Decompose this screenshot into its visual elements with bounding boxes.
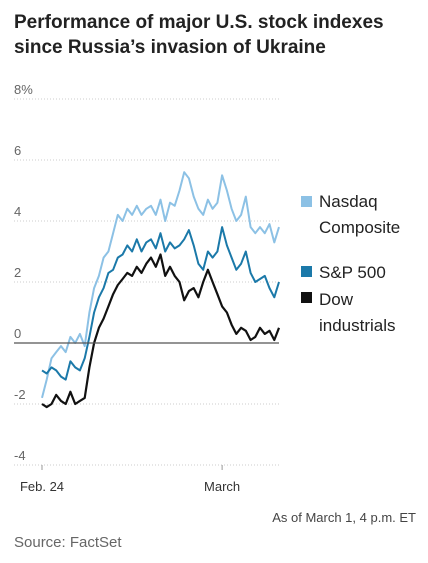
legend-label-2: Dow industrials [319,290,396,335]
series-line-1 [41,226,280,381]
chart-title: Performance of major U.S. stock indexes … [14,12,384,58]
x-tick-label: March [204,479,240,494]
series-line-0 [41,171,280,399]
legend-swatch-1 [301,266,312,277]
y-tick-label: 6 [14,143,21,158]
y-tick-label: 2 [14,265,21,280]
legend-swatch-0 [301,196,312,207]
legend-swatch-2 [301,292,312,303]
y-tick-label: 0 [14,326,21,341]
series-line-2 [41,253,281,409]
chart-source: Source: FactSet [14,534,122,551]
y-tick-label: 4 [14,204,21,219]
x-tick-label: Feb. 24 [20,479,64,494]
legend-label-1: S&P 500 [319,263,386,282]
y-tick-label: -4 [14,448,26,463]
legend-label-0: Nasdaq Composite [319,192,400,237]
y-tick-label: 8% [14,82,33,97]
y-tick-label: -2 [14,387,26,402]
chart-note: As of March 1, 4 p.m. ET [272,510,416,525]
